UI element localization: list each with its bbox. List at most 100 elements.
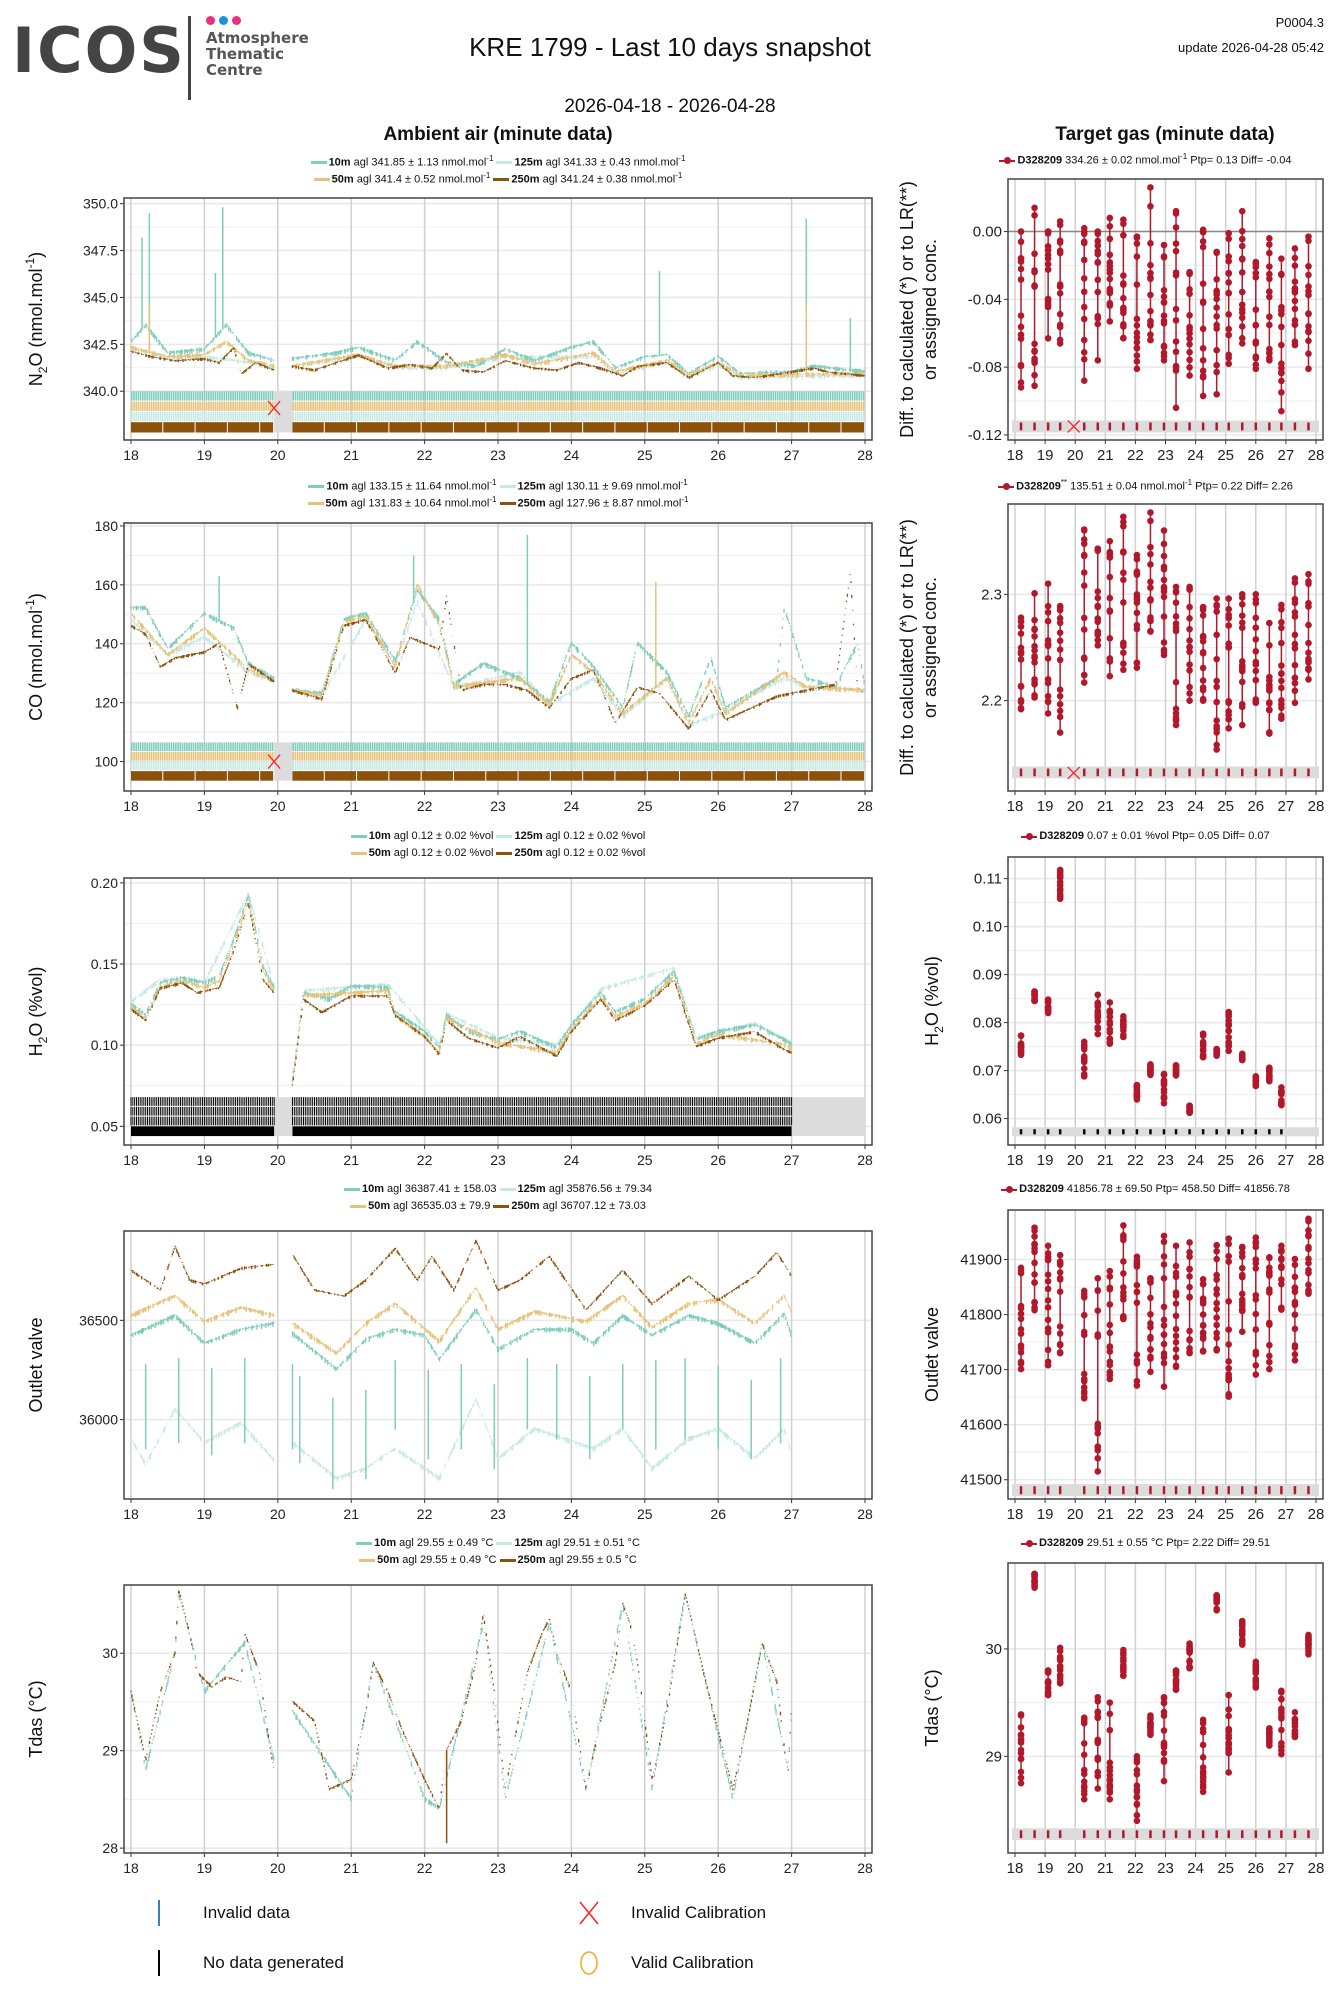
series-line <box>130 574 864 730</box>
status-tick <box>170 742 173 751</box>
status-tick <box>545 742 548 751</box>
status-tick <box>682 391 684 401</box>
target-point <box>1094 636 1102 644</box>
status-tick <box>358 401 361 411</box>
logo-sub-line: Thematic <box>206 45 285 63</box>
status-tick <box>772 391 775 401</box>
target-legend-marker <box>1021 832 1038 841</box>
status-tick <box>457 761 460 771</box>
status-tick <box>466 761 469 771</box>
status-tick <box>613 742 616 751</box>
target-point <box>1080 377 1088 384</box>
legend-text: agl 0.12 ± 0.02 %vol <box>542 847 646 859</box>
status-tick <box>561 391 563 401</box>
x-tick-label: 23 <box>490 1506 506 1522</box>
status-tick <box>847 411 849 422</box>
target-measurement-group <box>1147 184 1154 344</box>
target-point <box>1186 643 1193 651</box>
status-tick <box>398 742 400 751</box>
status-tick <box>545 391 548 401</box>
status-tick <box>429 411 431 422</box>
x-tick-label: 21 <box>1097 1506 1114 1523</box>
status-tick <box>818 391 821 401</box>
status-tick <box>186 761 188 771</box>
status-tick <box>644 411 647 422</box>
status-tick <box>530 761 532 771</box>
status-tick <box>466 742 469 751</box>
status-tick <box>825 751 827 761</box>
target-measurement-group <box>1186 268 1193 379</box>
target-point <box>1120 569 1127 577</box>
status-tick <box>572 411 574 422</box>
status-tick <box>856 742 858 751</box>
target-point <box>1094 1024 1102 1031</box>
status-tick <box>840 742 843 751</box>
status-tick <box>858 751 860 761</box>
y-tick-label: 0.08 <box>973 1015 1002 1032</box>
target-point <box>1305 328 1312 336</box>
status-tick <box>400 761 402 771</box>
status-tick <box>479 742 482 751</box>
status-tick <box>574 761 576 771</box>
target-point <box>1252 599 1260 607</box>
status-tick <box>594 391 596 401</box>
status-tick <box>406 742 409 751</box>
y-tick-label: -0.04 <box>968 291 1002 308</box>
target-point <box>1238 1050 1246 1058</box>
status-tick <box>836 742 838 751</box>
status-tick <box>834 391 836 401</box>
target-legend-text: 135.51 ± 0.04 nmol.mol <box>1067 480 1185 493</box>
status-tick <box>338 411 341 422</box>
status-tick <box>351 761 354 771</box>
target-point <box>1225 331 1233 339</box>
status-tick <box>853 751 856 761</box>
status-tick <box>677 401 680 411</box>
status-tick <box>796 751 799 761</box>
status-tick <box>148 761 151 771</box>
status-tick <box>783 761 786 771</box>
status-tick <box>131 401 133 411</box>
status-tick <box>362 401 365 411</box>
status-tick <box>473 401 475 411</box>
target-point <box>1266 700 1273 707</box>
status-tick <box>569 411 572 422</box>
x-tick-label: 25 <box>1217 1152 1234 1169</box>
status-tick <box>413 401 416 411</box>
status-tick <box>395 742 398 751</box>
status-tick <box>462 761 464 771</box>
status-tick <box>763 411 766 422</box>
status-tick <box>761 742 764 751</box>
status-tick <box>629 411 631 422</box>
status-tick <box>269 411 272 422</box>
status-tick <box>666 411 669 422</box>
status-tick <box>647 742 649 751</box>
status-tick <box>201 751 204 761</box>
target-point <box>1278 1090 1285 1098</box>
status-tick <box>131 411 133 422</box>
target-measurement-group <box>1225 595 1233 732</box>
status-tick <box>827 391 830 401</box>
status-block <box>744 771 776 781</box>
target-measurement-group <box>1225 1008 1233 1055</box>
status-tick <box>181 401 184 411</box>
target-point <box>1266 263 1273 270</box>
status-tick <box>411 751 413 761</box>
status-tick <box>752 761 755 771</box>
status-tick <box>292 751 295 761</box>
status-tick <box>801 751 803 761</box>
target-measurement-group <box>1031 988 1038 1005</box>
status-tick <box>150 401 153 411</box>
status-tick <box>719 761 722 771</box>
status-block <box>292 771 324 781</box>
target-point <box>1031 1233 1038 1240</box>
status-tick <box>684 751 687 761</box>
x-tick-label: 22 <box>417 1860 433 1876</box>
status-tick <box>618 742 620 751</box>
status-tick <box>699 411 702 422</box>
status-tick <box>589 742 592 751</box>
status-tick <box>702 761 704 771</box>
status-tick <box>354 391 356 401</box>
series-line <box>130 1287 792 1355</box>
x-tick-label: 25 <box>637 1152 653 1168</box>
target-point <box>1186 661 1193 668</box>
